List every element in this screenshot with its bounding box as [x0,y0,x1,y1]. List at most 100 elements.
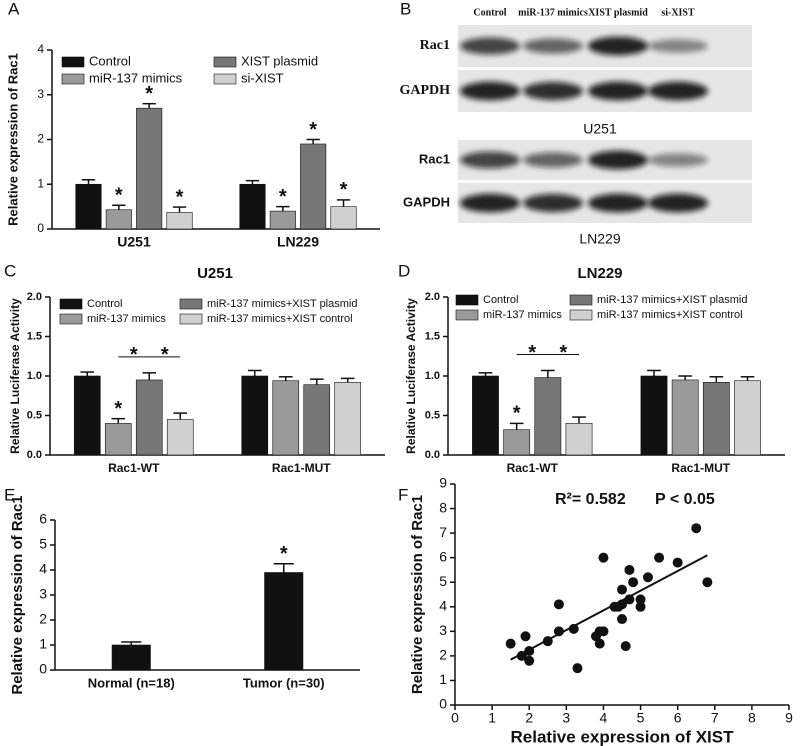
x-tick-label: 6 [674,710,682,726]
blot-band [648,153,708,167]
x-tick-label: 0 [451,710,459,726]
legend-label: Control [87,298,122,310]
legend-swatch [455,309,479,321]
significance: * [115,185,123,207]
bar [75,183,102,230]
row-label: GAPDH [403,194,450,209]
lane-label: miR-137 mimics [518,7,588,18]
legend-swatch [179,313,203,325]
x-tick-label: Tumor (n=30) [243,675,325,690]
bar [111,644,151,671]
blot-band [460,151,520,169]
x-tick-label: 8 [748,710,756,726]
panel-letter: E [4,485,15,504]
y-tick-label: 1.0 [27,370,42,382]
y-tick-label: 1.5 [425,330,440,342]
legend-swatch [213,56,237,68]
legend-swatch [179,298,203,310]
point [642,572,653,583]
legend-swatch [213,73,237,85]
panel-letter: A [8,0,20,18]
bar [330,206,357,230]
significance: * [513,403,521,425]
y-tick-label: 1 [39,636,47,652]
point [598,552,609,563]
point [624,564,635,575]
lane-label: si-XIST [661,7,695,18]
x-tick-label: Rac1-WT [507,461,559,475]
point [505,638,516,649]
y-tick-label: 5 [39,536,47,552]
y-axis-label: Relative expression of Rac1 [9,495,26,694]
point [617,584,627,595]
y-tick-label: 0.0 [425,449,440,461]
y-tick-label: 7 [439,524,447,540]
x-tick-label: 1 [488,710,496,726]
y-tick-label: 6 [39,511,47,527]
point [520,631,531,642]
y-tick-label: 0 [39,661,47,677]
bar [239,183,266,230]
bar [73,375,101,456]
blot-band [523,38,583,54]
significance: * [279,186,287,208]
point [594,638,605,649]
blot-band [588,36,648,56]
y-tick-label: 2 [39,611,47,627]
legend-label: miR-137 mimics [89,70,183,85]
point [702,577,713,588]
y-tick-label: 2.0 [27,291,42,303]
fit-line [510,554,708,661]
y-tick-label: 1 [37,176,44,190]
x-tick-label: Rac1-MUT [272,461,331,475]
lane-label: Control [473,7,506,18]
blot-caption: U251 [583,121,617,137]
annotation: R²= 0.582 [555,491,626,508]
bar [565,423,593,456]
bar [166,419,194,456]
point [617,614,627,625]
blot-band [588,81,648,101]
bar [503,429,531,456]
x-tick-label: 2 [525,710,533,726]
row-label: Rac1 [420,38,450,53]
y-axis-label: Relative expression of Rac1 [5,53,20,226]
panel-letter: D [398,261,410,280]
blot-band [460,37,520,55]
legend-swatch [455,294,479,306]
significance: * [340,179,348,201]
blot-caption: LN229 [579,231,620,247]
bar [671,379,699,456]
bar [105,209,132,230]
bar [104,423,132,456]
point [553,626,564,637]
legend-label: miR-137 mimics+XIST control [207,313,353,325]
chart-title: U251 [197,265,233,282]
significance: * [161,344,169,366]
blot-band [523,193,583,213]
y-tick-label: 0.0 [27,449,42,461]
x-axis-label: Relative expression of XIST [511,727,735,746]
y-tick-label: 8 [439,499,447,515]
panel-letter: C [4,261,16,280]
y-tick-label: 4 [37,42,44,56]
point [691,523,702,534]
blot-band [523,81,583,101]
x-tick-label: Rac1-WT [108,461,160,475]
y-tick-label: 6 [439,548,447,564]
legend-swatch [61,73,85,85]
y-tick-label: 2.0 [425,291,440,303]
significance: * [309,119,317,141]
x-tick-label: U251 [117,234,151,250]
bar [702,382,730,456]
legend-swatch [61,56,85,68]
y-tick-label: 3 [37,87,44,101]
row-label: GAPDH [399,83,450,98]
point [672,557,683,568]
point [635,594,646,605]
x-tick-label: Normal (n=18) [88,675,175,690]
legend-swatch [59,298,83,310]
blot-band [460,193,520,213]
panel-letter: F [398,485,408,504]
